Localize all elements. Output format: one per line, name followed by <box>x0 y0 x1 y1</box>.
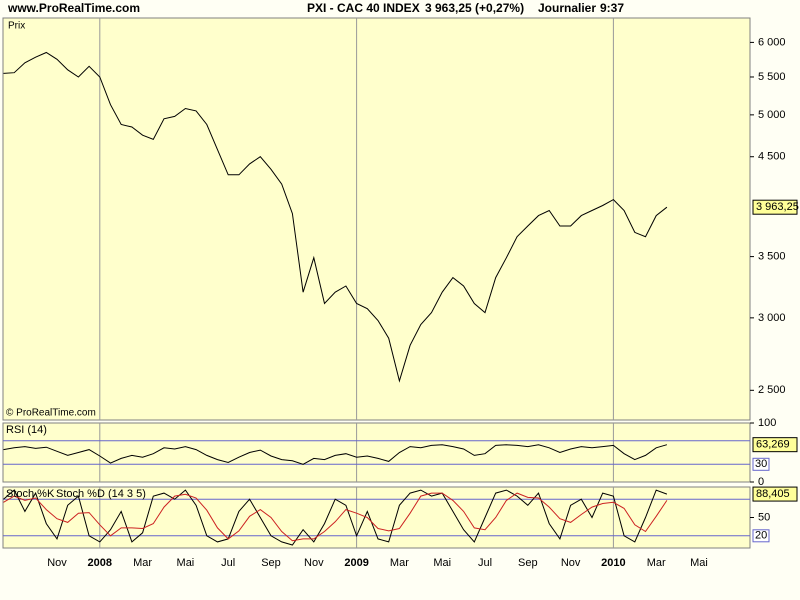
current-label: 63,269 <box>756 439 790 451</box>
x-tick-label: Nov <box>561 557 581 569</box>
x-tick-label: Mar <box>133 557 152 569</box>
legend-entry: Stoch %D (14 3 5) <box>56 488 146 500</box>
y-tick-label: 4 500 <box>758 151 786 163</box>
x-tick-label: 2008 <box>88 557 112 569</box>
panel <box>2 17 751 421</box>
time: 9:37 <box>600 1 624 15</box>
level-label: 20 <box>755 530 767 542</box>
credit: © ProRealTime.com <box>6 408 96 419</box>
y-tick-label: 5 000 <box>758 109 786 121</box>
x-tick-label: Sep <box>261 557 281 569</box>
level-label: 30 <box>755 458 767 470</box>
x-tick-label: Mai <box>433 557 451 569</box>
x-tick-label: 2010 <box>601 557 625 569</box>
x-tick-label: Mar <box>390 557 409 569</box>
series-line <box>3 51 668 383</box>
panel <box>2 486 751 549</box>
series-line <box>3 444 668 465</box>
quote: 3 963,25 (+0,27%) <box>425 1 524 15</box>
x-tick-label: Sep <box>518 557 538 569</box>
level-box <box>752 529 770 543</box>
y-tick-label: 6 000 <box>758 36 786 48</box>
series-line <box>3 492 668 542</box>
period: Journalier <box>538 1 596 15</box>
legend-entry: Stoch %K <box>6 488 55 500</box>
current-box <box>752 437 798 453</box>
current-label: 88,405 <box>756 488 790 500</box>
series-line <box>3 489 668 546</box>
x-tick-label: Mai <box>690 557 708 569</box>
current-box <box>752 486 798 502</box>
y-tick-label: 2 500 <box>758 384 786 396</box>
site: www.ProRealTime.com <box>7 1 140 15</box>
panel-label: Prix <box>8 21 25 32</box>
panel-label: RSI (14) <box>6 424 47 436</box>
y-tick-label: 100 <box>758 417 776 429</box>
y-tick-label: 3 000 <box>758 312 786 324</box>
x-tick-label: Nov <box>304 557 324 569</box>
x-tick-label: Nov <box>47 557 67 569</box>
panel <box>2 422 751 483</box>
y-tick-label: 5 500 <box>758 71 786 83</box>
x-tick-label: Jul <box>478 557 492 569</box>
x-tick-label: Jul <box>221 557 235 569</box>
current-label: 3 963,25 <box>756 201 799 213</box>
x-tick-label: 2009 <box>344 557 368 569</box>
x-tick-label: Mai <box>177 557 195 569</box>
x-tick-label: Mar <box>647 557 666 569</box>
current-box <box>752 199 798 215</box>
title: PXI - CAC 40 INDEX <box>307 1 420 15</box>
y-tick-label: 0 <box>758 476 764 488</box>
y-tick-label: 3 500 <box>758 251 786 263</box>
y-tick-label: 50 <box>758 511 770 523</box>
level-box <box>752 457 770 471</box>
